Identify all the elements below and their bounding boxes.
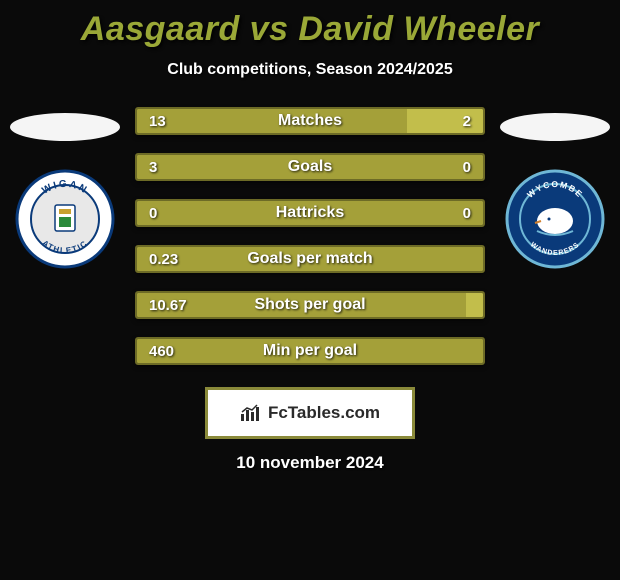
comparison-panel: WIGAN ATHLETIC Matches132 Goals30 Hattrick… [0, 107, 620, 365]
left-team-crest: WIGAN ATHLETIC [15, 169, 115, 269]
stat-bar: Shots per goal10.67 [135, 291, 485, 319]
left-player-ellipse [10, 113, 120, 141]
right-team-crest: WYCOMBE WANDERERS [505, 169, 605, 269]
stat-bar: Hattricks00 [135, 199, 485, 227]
stat-bar-left-segment [137, 109, 407, 133]
stat-bar-left-segment [137, 339, 483, 363]
right-player-ellipse [500, 113, 610, 141]
right-side: WYCOMBE WANDERERS [495, 107, 615, 269]
page-title: Aasgaard vs David Wheeler [0, 0, 620, 49]
stat-bars: Matches132 Goals30 Hattricks00 Goals per ma… [135, 107, 485, 365]
wycombe-crest-icon: WYCOMBE WANDERERS [505, 169, 605, 269]
stat-bar: Min per goal460 [135, 337, 485, 365]
stat-bar-left-segment [137, 247, 483, 271]
left-side: WIGAN ATHLETIC [5, 107, 125, 269]
brand-text: FcTables.com [268, 403, 380, 423]
stat-bar-left-segment [137, 155, 483, 179]
brand-badge: FcTables.com [205, 387, 415, 439]
stat-bar-right-segment [466, 293, 483, 317]
stat-bar-left-segment [137, 293, 466, 317]
footer-date: 10 november 2024 [0, 453, 620, 473]
stat-bar-right-segment [407, 109, 483, 133]
wigan-crest-icon: WIGAN ATHLETIC [15, 169, 115, 269]
chart-icon [240, 404, 262, 422]
stat-bar: Matches132 [135, 107, 485, 135]
page-subtitle: Club competitions, Season 2024/2025 [0, 61, 620, 79]
stat-bar-left-segment [137, 201, 483, 225]
stat-bar: Goals per match0.23 [135, 245, 485, 273]
stat-bar: Goals30 [135, 153, 485, 181]
